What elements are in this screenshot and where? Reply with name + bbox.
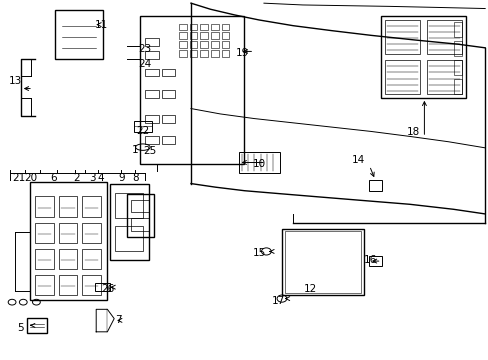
Bar (179, 32, 186, 39)
Bar (59, 222, 77, 243)
Bar (59, 197, 77, 217)
Bar (130, 200, 149, 212)
Bar (35, 249, 54, 269)
Text: 22: 22 (136, 126, 149, 136)
Text: 2: 2 (73, 173, 80, 183)
Bar (368, 180, 381, 192)
Bar (453, 22, 461, 37)
Bar (35, 275, 54, 296)
Bar (145, 68, 159, 76)
Bar (210, 32, 218, 39)
Bar (221, 23, 229, 30)
Text: 9: 9 (119, 173, 125, 183)
Bar (426, 20, 461, 54)
Text: 24: 24 (138, 59, 151, 69)
Bar (200, 23, 207, 30)
Bar (384, 60, 419, 94)
Bar (162, 90, 175, 98)
Bar (380, 16, 465, 98)
Bar (282, 229, 364, 295)
Bar (59, 249, 77, 269)
Bar (368, 256, 381, 266)
Bar (95, 283, 110, 292)
Text: 3: 3 (89, 173, 96, 183)
Bar (179, 41, 186, 48)
Bar (130, 218, 149, 231)
Bar (30, 182, 107, 300)
Text: 20: 20 (24, 173, 37, 183)
Bar (285, 231, 361, 293)
Bar (35, 197, 54, 217)
Bar (200, 41, 207, 48)
Text: 23: 23 (138, 44, 151, 54)
Bar (133, 121, 152, 132)
Text: 6: 6 (50, 173, 57, 183)
Text: 14: 14 (351, 156, 365, 165)
Bar (179, 50, 186, 57)
Bar (55, 10, 103, 59)
Text: 7: 7 (115, 315, 121, 325)
Bar (426, 60, 461, 94)
Bar (179, 23, 186, 30)
Text: 17: 17 (271, 296, 285, 306)
Bar (200, 50, 207, 57)
Bar (82, 222, 101, 243)
Bar (162, 136, 175, 144)
Text: 19: 19 (235, 48, 248, 58)
Bar (238, 152, 280, 173)
Bar (115, 226, 143, 251)
Bar (189, 32, 197, 39)
Text: 1: 1 (132, 145, 138, 155)
Bar (59, 275, 77, 296)
Bar (221, 41, 229, 48)
Text: 16: 16 (364, 255, 377, 265)
Bar (210, 50, 218, 57)
Text: 13: 13 (8, 76, 21, 86)
Bar (145, 51, 159, 59)
Text: 4: 4 (98, 173, 104, 183)
Bar (82, 275, 101, 296)
Text: 21: 21 (12, 173, 25, 183)
Bar (27, 318, 46, 333)
Bar (189, 41, 197, 48)
Bar (145, 90, 159, 98)
Bar (82, 249, 101, 269)
Bar (221, 32, 229, 39)
Bar (210, 23, 218, 30)
Bar (162, 115, 175, 123)
Bar (210, 41, 218, 48)
Bar (82, 197, 101, 217)
Text: 15: 15 (252, 248, 265, 258)
Text: 12: 12 (303, 284, 316, 294)
Bar (162, 68, 175, 76)
Bar (189, 23, 197, 30)
Text: 8: 8 (132, 173, 138, 183)
Text: 18: 18 (406, 127, 420, 137)
Bar (453, 60, 461, 75)
Text: 26: 26 (102, 284, 115, 294)
Text: 11: 11 (94, 19, 107, 30)
Bar (35, 222, 54, 243)
Bar (221, 50, 229, 57)
Bar (453, 41, 461, 56)
Bar (145, 136, 159, 144)
Bar (145, 115, 159, 123)
Bar (384, 20, 419, 54)
Bar (189, 50, 197, 57)
Bar (126, 194, 153, 237)
Bar (140, 16, 244, 164)
Bar (115, 193, 143, 217)
Bar (453, 79, 461, 94)
Bar (110, 184, 149, 260)
Text: 25: 25 (143, 147, 156, 157)
Bar (145, 38, 159, 46)
Bar (200, 32, 207, 39)
Text: 5: 5 (18, 323, 24, 333)
Text: 10: 10 (252, 159, 265, 169)
